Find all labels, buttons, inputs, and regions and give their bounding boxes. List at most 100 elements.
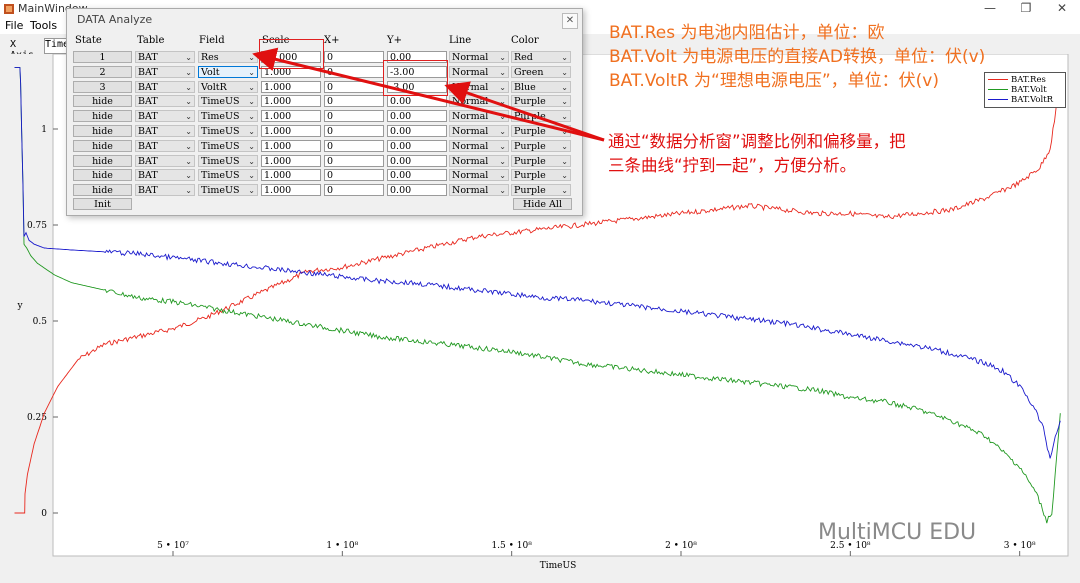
row-5-x[interactable]: 0	[324, 110, 384, 123]
dialog-close-button[interactable]: ✕	[562, 13, 578, 29]
row-3-line[interactable]: Normal ⌄	[449, 80, 509, 93]
row-7-line[interactable]: Normal ⌄	[449, 139, 509, 152]
chevron-down-icon: ⌄	[499, 186, 506, 196]
row-9-table[interactable]: BAT ⌄	[135, 169, 195, 182]
row-4-field[interactable]: TimeUS ⌄	[198, 95, 258, 108]
menu-tools[interactable]: Tools	[30, 19, 58, 32]
row-8-scale[interactable]: 1.000	[261, 154, 321, 167]
row-6-y[interactable]: 0.00	[387, 125, 447, 137]
maximize-button[interactable]: ❐	[1020, 1, 1032, 15]
row-8-field[interactable]: TimeUS ⌄	[198, 154, 258, 167]
row-6-field[interactable]: TimeUS ⌄	[198, 125, 258, 137]
row-6-x[interactable]: 0	[324, 125, 384, 137]
row-9-x[interactable]: 0	[324, 169, 384, 182]
row-1-x[interactable]: 0	[324, 51, 384, 63]
row-10-field[interactable]: TimeUS ⌄	[198, 184, 258, 197]
chevron-down-icon: ⌄	[248, 171, 255, 181]
row-9-field[interactable]: TimeUS ⌄	[198, 169, 258, 182]
row-8-y[interactable]: 0.00	[387, 154, 447, 167]
y-axis-title: y	[16, 301, 23, 311]
row-7-x[interactable]: 0	[324, 139, 384, 152]
annotation-voltr: BAT.VoltR 为“理想电源电压”，单位：伏(v)	[609, 71, 939, 91]
chevron-down-icon: ⌄	[499, 112, 506, 122]
row-1-color[interactable]: Red ⌄	[511, 51, 571, 63]
row-7-scale[interactable]: 1.000	[261, 139, 321, 152]
row-2-x[interactable]: 0	[324, 65, 384, 78]
row-10-line[interactable]: Normal ⌄	[449, 184, 509, 197]
chevron-down-icon: ⌄	[185, 186, 192, 196]
row-2-state[interactable]: 2	[73, 65, 132, 78]
chevron-down-icon: ⌄	[248, 127, 255, 136]
row-6-state[interactable]: hide	[73, 125, 132, 137]
x-tick-label: 2.5 • 10⁸	[830, 541, 871, 551]
row-7-table[interactable]: BAT ⌄	[135, 139, 195, 152]
row-3-scale[interactable]: 1.000	[261, 80, 321, 93]
row-5-color[interactable]: Purple ⌄	[511, 110, 571, 123]
hide-all-button[interactable]: Hide All	[513, 198, 572, 210]
row-2-field[interactable]: Volt ⌄	[198, 65, 258, 78]
row-8-line[interactable]: Normal ⌄	[449, 154, 509, 167]
row-6-line[interactable]: Normal ⌄	[449, 125, 509, 137]
chevron-down-icon: ⌄	[499, 53, 506, 62]
row-10-y[interactable]: 0.00	[387, 184, 447, 197]
row-10-table[interactable]: BAT ⌄	[135, 184, 195, 197]
minimize-button[interactable]: —	[984, 1, 996, 15]
row-6-color[interactable]: Purple ⌄	[511, 125, 571, 137]
row-3-table[interactable]: BAT ⌄	[135, 80, 195, 93]
row-5-scale[interactable]: 1.000	[261, 110, 321, 123]
row-4-state[interactable]: hide	[73, 95, 132, 108]
row-10-x[interactable]: 0	[324, 184, 384, 197]
highlight-scale-box	[259, 39, 324, 69]
row-5-y[interactable]: 0.00	[387, 110, 447, 123]
series-bat-volt	[14, 67, 1061, 524]
row-10-color[interactable]: Purple ⌄	[511, 184, 571, 197]
row-7-color[interactable]: Purple ⌄	[511, 139, 571, 152]
row-3-state[interactable]: 3	[73, 80, 132, 93]
row-7-state[interactable]: hide	[73, 139, 132, 152]
row-4-y[interactable]: 0.00	[387, 95, 447, 108]
row-1-state[interactable]: 1	[73, 51, 132, 63]
row-5-table[interactable]: BAT ⌄	[135, 110, 195, 123]
row-8-x[interactable]: 0	[324, 154, 384, 167]
header-state: State	[75, 35, 102, 46]
chevron-down-icon: ⌄	[561, 53, 568, 62]
row-8-table[interactable]: BAT ⌄	[135, 154, 195, 167]
row-3-x[interactable]: 0	[324, 80, 384, 93]
row-10-state[interactable]: hide	[73, 184, 132, 197]
row-4-color[interactable]: Purple ⌄	[511, 95, 571, 108]
row-4-table[interactable]: BAT ⌄	[135, 95, 195, 108]
row-7-y[interactable]: 0.00	[387, 139, 447, 152]
row-10-scale[interactable]: 1.000	[261, 184, 321, 197]
row-5-state[interactable]: hide	[73, 110, 132, 123]
row-1-line[interactable]: Normal ⌄	[449, 51, 509, 63]
menu-file[interactable]: File	[5, 19, 24, 32]
header-scale: Scale	[262, 35, 290, 46]
row-3-color[interactable]: Blue ⌄	[511, 80, 571, 93]
row-8-color[interactable]: Purple ⌄	[511, 154, 571, 167]
row-2-table[interactable]: BAT ⌄	[135, 65, 195, 78]
row-8-state[interactable]: hide	[73, 154, 132, 167]
row-1-field[interactable]: Res ⌄	[198, 51, 258, 63]
close-window-button[interactable]: ✕	[1056, 1, 1068, 15]
row-1-table[interactable]: BAT ⌄	[135, 51, 195, 63]
row-7-field[interactable]: TimeUS ⌄	[198, 139, 258, 152]
init-button[interactable]: Init	[73, 198, 132, 210]
row-5-field[interactable]: TimeUS ⌄	[198, 110, 258, 123]
row-4-x[interactable]: 0	[324, 95, 384, 108]
row-2-color[interactable]: Green ⌄	[511, 65, 571, 78]
row-6-scale[interactable]: 1.000	[261, 125, 321, 137]
row-6-table[interactable]: BAT ⌄	[135, 125, 195, 137]
series-bat-voltr	[14, 67, 1061, 459]
chart-legend: BAT.Res BAT.Volt BAT.VoltR	[984, 72, 1066, 108]
row-9-line[interactable]: Normal ⌄	[449, 169, 509, 182]
row-2-line[interactable]: Normal ⌄	[449, 65, 509, 78]
row-5-line[interactable]: Normal ⌄	[449, 110, 509, 123]
row-9-y[interactable]: 0.00	[387, 169, 447, 182]
row-9-scale[interactable]: 1.000	[261, 169, 321, 182]
row-9-color[interactable]: Purple ⌄	[511, 169, 571, 182]
row-3-field[interactable]: VoltR ⌄	[198, 80, 258, 93]
row-9-state[interactable]: hide	[73, 169, 132, 182]
row-4-scale[interactable]: 1.000	[261, 95, 321, 108]
row-4-line[interactable]: Normal ⌄	[449, 95, 509, 108]
chevron-down-icon: ⌄	[248, 186, 255, 196]
